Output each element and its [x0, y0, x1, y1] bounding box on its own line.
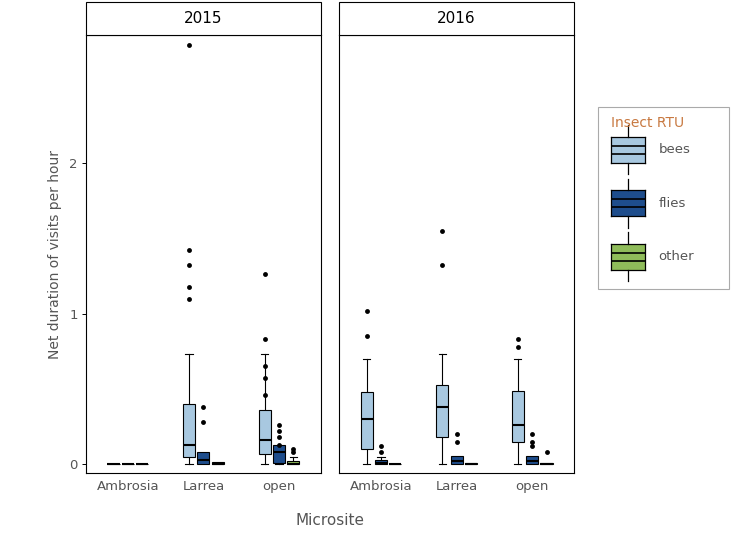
Bar: [273, 445, 285, 463]
Bar: [339, 2, 574, 35]
Text: Insect RTU: Insect RTU: [611, 116, 684, 130]
Text: Microsite: Microsite: [296, 513, 364, 528]
Text: 2016: 2016: [437, 11, 476, 26]
Bar: [512, 391, 524, 442]
Bar: [197, 453, 209, 464]
Bar: [259, 410, 271, 454]
Text: bees: bees: [658, 143, 691, 156]
Bar: [451, 456, 463, 464]
Bar: [183, 404, 195, 457]
Bar: [361, 392, 373, 449]
Y-axis label: Net duration of visits per hour: Net duration of visits per hour: [49, 150, 62, 358]
Bar: [86, 2, 321, 35]
Text: flies: flies: [658, 197, 686, 210]
Bar: [287, 461, 299, 464]
Bar: [465, 463, 477, 464]
Bar: [436, 385, 448, 437]
Bar: [375, 460, 387, 464]
Text: other: other: [658, 250, 694, 263]
Bar: [526, 456, 538, 464]
Bar: [541, 463, 553, 464]
Bar: [211, 462, 223, 464]
Text: 2015: 2015: [184, 11, 223, 26]
